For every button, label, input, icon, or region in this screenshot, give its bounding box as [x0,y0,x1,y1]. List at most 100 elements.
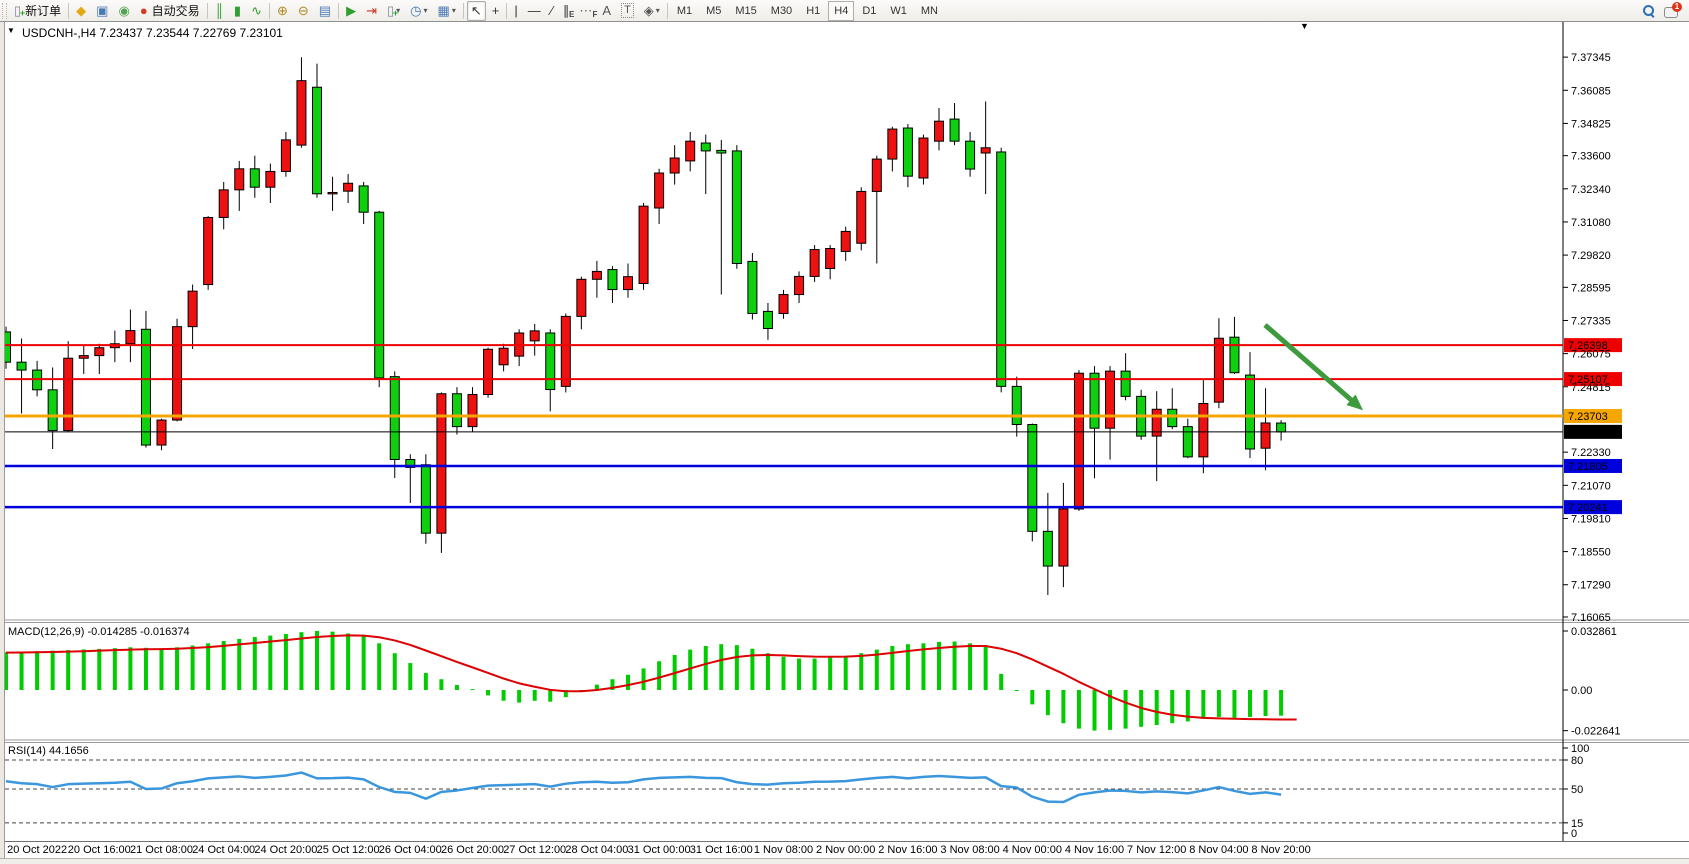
crosshair-button[interactable]: + [488,1,504,21]
trend-arrow-object[interactable] [1263,323,1359,407]
rsi-indicator-label: RSI(14) 44.1656 [8,745,89,757]
macd-histogram-bar [346,633,351,690]
bear-candle [47,389,58,432]
timeframe-d1-button[interactable]: D1 [862,4,877,17]
bar-chart-button[interactable]: ║ [211,1,228,21]
templates-button[interactable]: ▦ ▾ [434,1,460,21]
bear-candle [1042,530,1053,567]
bear-candle [140,328,151,446]
macd-histogram-bar [905,644,910,690]
timeframe-mn-button[interactable]: MN [920,4,938,17]
macd-histogram-bar [859,653,864,690]
bull-candle [1213,337,1224,403]
timeframe-w1-button[interactable]: W1 [890,4,907,17]
timeframe-h4-button[interactable]: H4 [828,0,855,21]
candlestick-chart-button[interactable]: ▮ [230,1,245,21]
macd-histogram-bar [1232,690,1237,718]
price-tick-label: 7.22330 [1571,447,1611,459]
bull-candle [685,140,696,162]
terminal-icon[interactable]: ▣ [92,1,112,21]
bull-candle [1105,370,1116,429]
timeframe-m30-button[interactable]: M30 [770,4,793,17]
chevron-down-icon[interactable]: ▾ [423,6,428,15]
timeframe-m15-button[interactable]: M15 [735,4,757,17]
time-axis-label: 20 Oct 2022 [7,844,67,856]
rsi-tick-label: 80 [1571,755,1583,767]
bull-candle [887,128,898,160]
trendline-button[interactable]: ∕ [547,1,557,21]
chart-shift-button[interactable]: ⇥ [362,1,381,21]
macd-histogram-bar [921,643,926,690]
macd-histogram-bar [1045,690,1050,716]
auto-scroll-button[interactable]: ▶ [342,1,360,21]
autotrading-button-label: 自动交易 [151,4,200,18]
macd-histogram-bar [299,632,304,690]
bull-candle [980,147,991,154]
macd-histogram-bar [1123,690,1128,729]
arrows-button[interactable]: ◈ ▾ [640,1,664,21]
chevron-down-icon[interactable]: ▾ [396,6,401,15]
periods-button[interactable]: ◷ ▾ [406,1,431,21]
macd-histogram-bar [423,672,428,690]
timeframe-m1-button[interactable]: M1 [676,4,693,17]
macd-histogram-bar [843,655,848,690]
search-button[interactable] [1643,5,1655,18]
bull-candle [218,189,229,218]
macd-histogram-bar [190,645,195,690]
tile-windows-button[interactable]: ▤ [315,1,335,21]
macd-histogram-bar [781,656,786,690]
zoom-in-button[interactable]: ⊕ [273,1,292,21]
rsi-tick-label: 0 [1571,828,1577,840]
bear-candle [700,142,711,152]
bull-candle [576,278,587,317]
chevron-down-icon[interactable]: ▾ [451,6,456,15]
chat-button[interactable]: 1 [1664,1,1682,18]
macd-histogram-bar [221,640,226,690]
text-button[interactable]: A [598,1,615,21]
chart-shift-marker[interactable]: ▼ [1300,21,1309,31]
line-chart-button[interactable]: ∿ [247,1,266,21]
time-axis-label: 31 Oct 16:00 [690,844,753,856]
time-axis-label: 26 Oct 04:00 [379,844,442,856]
price-tick-label: 7.16065 [1571,612,1611,624]
bear-candle [405,459,416,468]
gold-bar-icon[interactable]: ◆ [72,1,90,21]
timeframe-m5-button[interactable]: M5 [706,4,722,17]
macd-histogram-bar [392,653,397,690]
macd-histogram-bar [983,646,988,690]
new-order-button[interactable]: ▯ + 新订单 [10,1,65,21]
bull-candle [856,190,867,244]
macd-histogram-bar [377,643,382,690]
notification-badge: 1 [1672,1,1682,12]
bull-candle [638,205,649,285]
cursor-button[interactable]: ↖ [466,0,486,21]
bull-candle [498,347,509,366]
chevron-down-icon[interactable]: ▾ [655,6,660,15]
vertical-line-button[interactable]: | [510,1,521,21]
macd-histogram-bar [952,641,957,690]
equidistant-channel-button[interactable]: ∥ E [559,1,575,21]
horizontal-line-button[interactable]: — [524,1,545,21]
new-chart-button[interactable]: ▯ + ▾ [383,1,404,21]
macd-histogram-bar [206,643,211,690]
price-tick-label: 7.19810 [1571,513,1611,525]
macd-histogram-bar [486,690,491,696]
candlestick-chart-icon: ▮ [233,3,242,18]
price-line-label-box [1564,424,1622,439]
one-click-trading-toggle[interactable]: ▼ [7,26,15,35]
time-axis-label: 28 Oct 04:00 [565,844,628,856]
window-left-frame [0,22,5,864]
macd-histogram-bar [874,649,879,690]
time-axis-label: 2 Nov 00:00 [816,844,875,856]
plus-overlay-icon: + [392,8,399,18]
fibonacci-button[interactable]: ⋯ F [575,1,597,21]
macd-histogram-bar [765,653,770,690]
zoom-out-button[interactable]: ⊖ [294,1,313,21]
autotrading-button[interactable]: ● 自动交易 [136,1,204,21]
signals-icon[interactable]: ◉ [114,1,133,21]
timeframe-h1-button[interactable]: H1 [806,4,821,17]
text-label-button[interactable]: T [617,1,638,21]
time-axis-label: 31 Oct 00:00 [628,844,691,856]
